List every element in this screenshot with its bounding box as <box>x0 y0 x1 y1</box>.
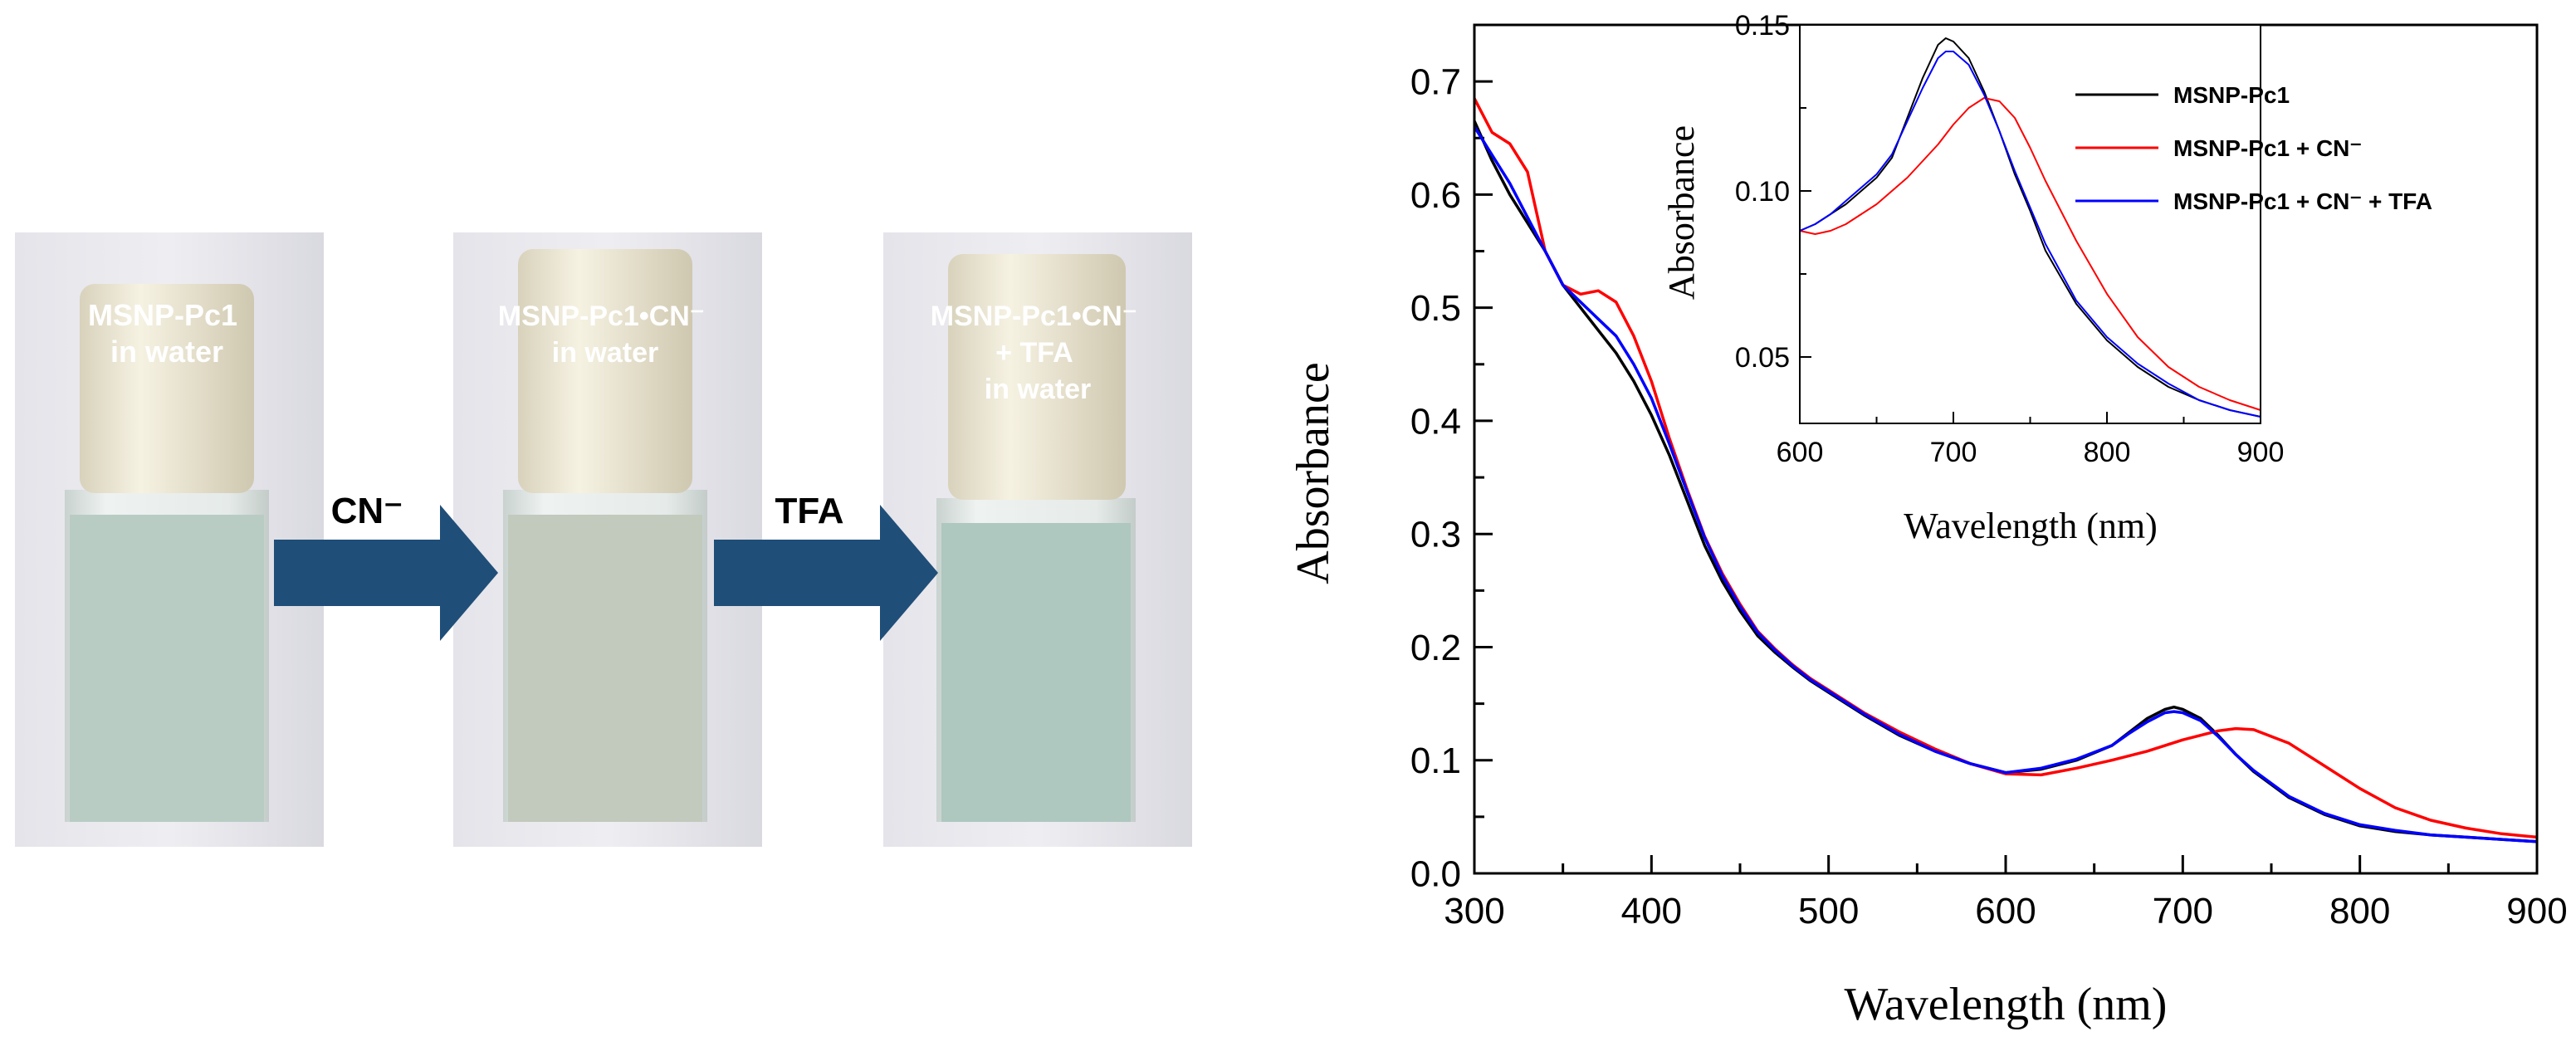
inset-absorbance-chart: 600 700 800 900 0.05 0.10 0.15 Wavelength (nm)… <box>1661 10 2432 546</box>
series-line <box>1799 37 2261 418</box>
x-tick-label: 600 <box>1975 891 2036 931</box>
vial-label-line: in water <box>110 335 223 369</box>
series-line <box>1473 125 2538 843</box>
inset-x-axis-label: Wavelength (nm) <box>1904 506 2158 546</box>
x-tick-label: 800 <box>2084 437 2131 468</box>
vial-label-line: MSNP-Pc1•CN⁻ <box>931 301 1137 332</box>
arrow-label: TFA <box>775 491 843 531</box>
x-tick-label: 400 <box>1621 891 1682 931</box>
x-tick-label: 800 <box>2329 891 2390 931</box>
photo-panel-1: MSNP-Pc1 in water <box>15 232 324 847</box>
x-tick-label: 700 <box>1930 437 1977 468</box>
y-tick-label: 0.0 <box>1410 853 1461 894</box>
inset-y-axis-label: Absorbance <box>1661 125 1702 300</box>
x-tick-label: 900 <box>2506 891 2567 931</box>
main-x-axis-label: Wavelength (nm) <box>1845 979 2168 1030</box>
legend-label: MSNP-Pc1 <box>2173 82 2290 108</box>
vial-label: MSNP-Pc1 in water <box>88 298 246 369</box>
main-y-axis-label: Absorbance <box>1288 362 1339 584</box>
vial-label-line: MSNP-Pc1•CN⁻ <box>498 301 705 332</box>
reaction-arrow-2: TFA <box>714 491 938 641</box>
photo-panel-3: MSNP-Pc1•CN⁻ + TFA in water <box>883 232 1192 847</box>
arrow-label: CN⁻ <box>331 491 403 531</box>
main-axis-ticks: 300 400 500 600 700 800 900 0.0 0.1 0.2 0.3 0.4 0.5 0… <box>1410 62 2568 931</box>
reaction-arrow-1: CN⁻ <box>274 491 498 641</box>
inset-plot-frame <box>1799 24 2261 424</box>
inset-axis-ticks: 600 700 800 900 0.05 0.10 0.15 <box>1735 10 2285 468</box>
legend-label: MSNP-Pc1 + CN⁻ + TFA <box>2173 188 2432 214</box>
inset-plot-area <box>1800 25 2261 423</box>
series-line <box>1799 51 2261 418</box>
vial-label-line: MSNP-Pc1 <box>88 298 237 332</box>
y-tick-label: 0.2 <box>1410 628 1461 668</box>
vial-label-line: in water <box>552 337 658 369</box>
vial-label: MSNP-Pc1•CN⁻ in water <box>498 301 712 369</box>
vial-label-line: in water <box>985 374 1091 405</box>
vial-label: MSNP-Pc1•CN⁻ + TFA in water <box>931 301 1145 405</box>
y-tick-label: 0.10 <box>1735 176 1790 208</box>
y-tick-label: 0.3 <box>1410 515 1461 555</box>
arrow-shape <box>714 505 938 641</box>
legend-label: MSNP-Pc1 + CN⁻ <box>2173 135 2362 161</box>
x-tick-label: 700 <box>2153 891 2213 931</box>
inset-legend: MSNP-Pc1 MSNP-Pc1 + CN⁻ MSNP-Pc1 + CN⁻ + T… <box>2075 82 2432 214</box>
y-tick-label: 0.05 <box>1735 342 1790 374</box>
vial-label-line: + TFA <box>995 337 1073 369</box>
y-tick-label: 0.6 <box>1410 175 1461 216</box>
series-line <box>1799 97 2261 411</box>
main-absorbance-chart: 300 400 500 600 700 800 900 0.0 0.1 0.2 0.3 0.4 0.5 0… <box>1288 23 2568 1030</box>
main-series-lines <box>1473 97 2538 843</box>
y-tick-label: 0.7 <box>1410 62 1461 103</box>
vial-cap <box>948 254 1126 500</box>
x-tick-label: 900 <box>2237 437 2285 468</box>
x-tick-label: 500 <box>1798 891 1859 931</box>
vial-liquid <box>508 515 702 822</box>
vial-liquid <box>70 515 264 822</box>
inset-series-lines <box>1799 37 2261 418</box>
x-tick-label: 600 <box>1777 437 1824 468</box>
y-tick-label: 0.1 <box>1410 741 1461 781</box>
vial-cap <box>518 249 692 493</box>
photo-panel-2: MSNP-Pc1•CN⁻ in water <box>453 232 762 847</box>
arrow-shape <box>274 505 498 641</box>
y-tick-label: 0.15 <box>1735 10 1790 42</box>
vial-liquid <box>941 523 1131 822</box>
y-tick-label: 0.5 <box>1410 288 1461 329</box>
y-tick-label: 0.4 <box>1410 401 1461 442</box>
vial-cap <box>80 284 254 493</box>
x-tick-label: 300 <box>1444 891 1504 931</box>
